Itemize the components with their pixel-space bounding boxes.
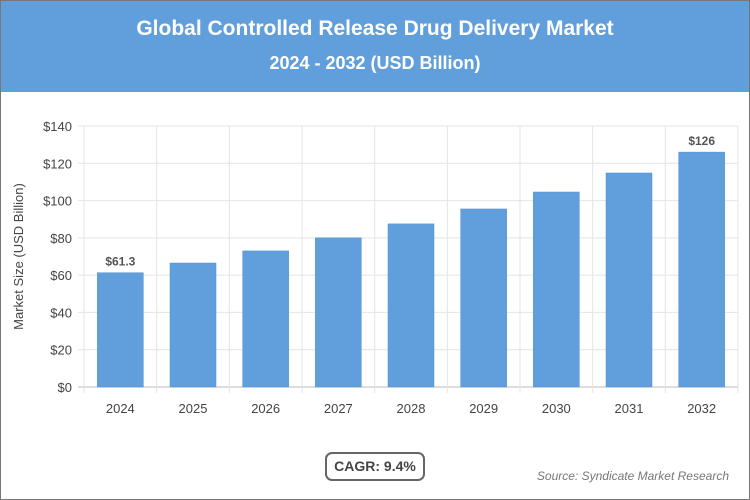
y-tick-label: $20 <box>50 343 72 358</box>
chart-header: Global Controlled Release Drug Delivery … <box>1 1 749 92</box>
x-tick-label: 2025 <box>179 401 208 416</box>
chart-subtitle: 2024 - 2032 (USD Billion) <box>269 53 481 73</box>
bar <box>460 208 507 388</box>
chart-title: Global Controlled Release Drug Delivery … <box>136 17 614 40</box>
bar <box>315 237 362 388</box>
x-tick-label: 2029 <box>469 401 498 416</box>
x-tick-label: 2032 <box>687 401 716 416</box>
x-tick-label: 2024 <box>106 401 135 416</box>
y-tick-label: $40 <box>50 305 72 320</box>
x-tick-label: 2027 <box>324 401 353 416</box>
y-tick-label: $120 <box>43 156 72 171</box>
x-tick-label: 2031 <box>615 401 644 416</box>
x-tick-label: 2030 <box>542 401 571 416</box>
y-axis-label: Market Size (USD Billion) <box>11 183 26 330</box>
bar <box>169 262 217 388</box>
data-label: $126 <box>688 134 715 148</box>
y-tick-label: $80 <box>50 231 72 246</box>
y-tick-label: $60 <box>50 268 72 283</box>
bar <box>678 151 725 388</box>
y-tick-label: $0 <box>58 380 72 395</box>
data-label: $61.3 <box>105 255 135 269</box>
x-tick-label: 2028 <box>397 401 426 416</box>
bar <box>605 172 653 388</box>
bar <box>533 191 580 388</box>
y-tick-label: $100 <box>43 194 72 209</box>
bar <box>242 250 289 388</box>
y-tick-label: $140 <box>43 119 72 134</box>
bar <box>97 272 144 388</box>
source-note: Source: Syndicate Market Research <box>536 469 729 483</box>
x-tick-label: 2026 <box>251 401 280 416</box>
cagr-badge: CAGR: 9.4% <box>325 452 425 481</box>
bar <box>387 223 435 388</box>
